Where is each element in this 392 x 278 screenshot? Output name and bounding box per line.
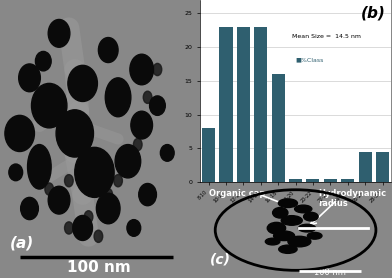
Ellipse shape xyxy=(298,224,316,232)
Ellipse shape xyxy=(281,216,302,225)
Text: (a): (a) xyxy=(10,235,34,250)
Ellipse shape xyxy=(115,145,141,178)
Bar xyxy=(307,179,319,182)
Ellipse shape xyxy=(73,215,93,240)
Bar xyxy=(254,27,267,182)
Ellipse shape xyxy=(48,19,70,47)
Circle shape xyxy=(65,175,73,187)
Ellipse shape xyxy=(9,164,23,181)
Bar xyxy=(289,179,302,182)
Ellipse shape xyxy=(272,207,288,218)
Bar xyxy=(237,27,250,182)
Ellipse shape xyxy=(295,205,312,213)
Text: 100 nm: 100 nm xyxy=(314,268,346,277)
Circle shape xyxy=(45,183,54,195)
Circle shape xyxy=(114,175,122,187)
Circle shape xyxy=(104,188,113,201)
Circle shape xyxy=(133,138,142,151)
Bar xyxy=(359,152,372,182)
Text: (c): (c) xyxy=(209,252,230,267)
Ellipse shape xyxy=(288,236,311,247)
Text: ■%Class: ■%Class xyxy=(296,58,324,63)
Ellipse shape xyxy=(131,111,152,139)
Ellipse shape xyxy=(265,238,280,245)
Text: Mean Size =  14.5 nm: Mean Size = 14.5 nm xyxy=(292,34,361,39)
Bar xyxy=(220,27,232,182)
Ellipse shape xyxy=(35,51,51,71)
Bar xyxy=(202,128,215,182)
Ellipse shape xyxy=(307,232,322,239)
Circle shape xyxy=(94,230,103,242)
Ellipse shape xyxy=(150,96,165,115)
Ellipse shape xyxy=(96,193,120,224)
Ellipse shape xyxy=(98,38,118,63)
Text: (b): (b) xyxy=(361,6,385,21)
Ellipse shape xyxy=(27,145,51,189)
Ellipse shape xyxy=(75,147,114,197)
Ellipse shape xyxy=(267,222,286,234)
Text: Hydrodynamic
radius: Hydrodynamic radius xyxy=(319,189,387,208)
Text: Organic cap: Organic cap xyxy=(209,189,266,198)
Ellipse shape xyxy=(19,64,40,92)
Bar xyxy=(324,179,337,182)
Ellipse shape xyxy=(130,54,154,85)
Bar xyxy=(272,74,285,182)
Bar xyxy=(376,152,389,182)
Bar xyxy=(341,179,354,182)
Circle shape xyxy=(55,188,64,201)
Ellipse shape xyxy=(105,78,131,117)
Circle shape xyxy=(153,63,162,76)
Circle shape xyxy=(143,91,152,103)
Ellipse shape xyxy=(21,197,38,220)
Ellipse shape xyxy=(160,145,174,161)
Ellipse shape xyxy=(279,245,297,253)
Ellipse shape xyxy=(127,220,141,236)
Ellipse shape xyxy=(274,231,295,240)
Ellipse shape xyxy=(48,186,70,214)
Circle shape xyxy=(84,211,93,223)
Ellipse shape xyxy=(139,183,156,206)
Ellipse shape xyxy=(278,199,298,207)
Ellipse shape xyxy=(303,212,318,221)
Ellipse shape xyxy=(5,115,34,152)
Ellipse shape xyxy=(31,83,67,128)
Circle shape xyxy=(65,222,73,234)
Ellipse shape xyxy=(56,110,93,157)
Text: 100 nm: 100 nm xyxy=(67,260,130,275)
Ellipse shape xyxy=(68,65,97,101)
